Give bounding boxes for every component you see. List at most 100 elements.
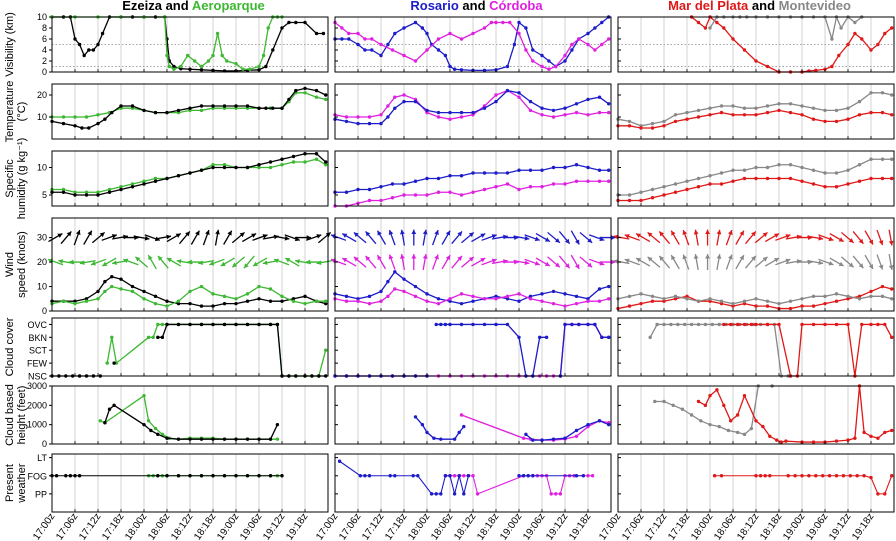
data-point [356,115,360,119]
data-point [655,322,659,327]
data-point [452,67,457,71]
wind-barb-head [480,233,486,238]
data-point [303,86,307,91]
data-point [100,31,105,36]
data-point [880,294,885,299]
data-point [142,393,146,398]
data-point [314,299,319,303]
wind-barb-head [659,231,665,237]
wind-barb-head [491,258,497,264]
data-point [54,474,59,478]
data-point [245,104,250,108]
data-point [448,299,452,303]
data-point [717,424,721,429]
data-point [593,48,597,52]
series-line [415,416,465,440]
data-point [517,31,521,36]
data-point [719,182,724,186]
data-point [280,474,284,478]
data-point [179,64,183,69]
data-point [142,422,146,427]
data-point [96,190,100,194]
data-point [452,437,457,441]
data-point [73,115,77,119]
data-point [459,292,464,296]
data-point [96,289,100,294]
data-point [386,279,390,284]
data-point [554,492,558,496]
data-point [142,179,146,183]
data-point [890,157,894,161]
data-point [96,42,100,47]
wind-barb-head [554,238,560,243]
data-point [846,168,850,172]
data-point [607,284,611,289]
data-point [425,292,429,296]
y-tick-label: SCT [29,346,48,356]
wind-barb-head [316,260,322,266]
data-point [731,301,735,306]
data-point [379,121,383,126]
data-point [696,322,701,327]
data-point [597,179,602,183]
data-point [153,179,158,183]
data-point [110,110,114,115]
row-label: (°C) [16,102,28,122]
data-point [650,187,655,192]
data-point [869,289,873,294]
data-point [524,26,528,30]
wind-barb-head [244,263,249,269]
data-point [165,304,169,308]
data-point [84,190,89,194]
data-point [722,26,726,30]
data-point [853,31,857,36]
wind-barb-head [636,258,642,263]
wind-barb-head [762,232,768,238]
data-point [549,492,553,496]
data-point [855,474,859,478]
data-point [754,59,758,63]
data-point [811,322,816,327]
data-point [586,165,590,170]
wind-barb-head [388,230,394,236]
wind-barb-head [716,254,722,259]
data-point [777,108,781,113]
data-point [685,117,689,121]
wind-barb-head [624,258,630,264]
data-point [186,53,190,58]
data-point [494,93,498,97]
data-point [710,322,714,327]
series-line [335,164,609,193]
data-point [459,413,464,417]
data-point [87,126,91,130]
data-point [234,62,238,66]
data-point [577,37,581,41]
wind-barb-head [751,231,756,237]
data-point [696,108,701,113]
data-point [597,110,602,115]
data-point [869,294,873,299]
wind-barb-head [99,232,105,238]
data-point [788,110,793,115]
data-point [379,198,383,203]
data-point [156,322,160,327]
data-point [807,474,811,478]
wind-barb-head [751,255,756,261]
data-point [627,304,632,308]
data-point [735,430,740,435]
data-point [211,322,215,327]
data-point [436,190,441,194]
data-point [742,432,747,437]
data-point [563,292,567,296]
data-point [551,289,556,294]
data-point [531,438,535,442]
data-point [708,174,712,178]
data-point [719,299,724,303]
data-point [489,20,494,25]
data-point [528,99,533,104]
data-point [413,20,418,25]
wind-barb-head [888,265,894,270]
data-point [68,474,73,478]
data-point [676,322,680,327]
